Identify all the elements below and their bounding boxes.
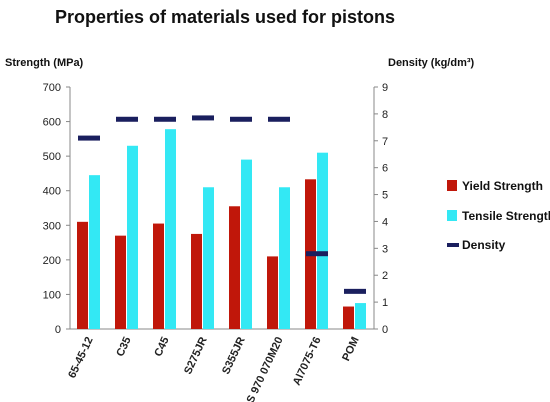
bar-yield-strength bbox=[115, 235, 126, 329]
legend-swatch bbox=[447, 243, 459, 247]
density-marker bbox=[306, 251, 328, 257]
bar-yield-strength bbox=[77, 221, 88, 329]
legend: Yield Strength Tensile Strength Density bbox=[447, 179, 550, 252]
right-tick-label: 6 bbox=[382, 163, 388, 175]
legend-label: Tensile Strength bbox=[462, 209, 550, 223]
left-axis-title: Strength (MPa) bbox=[5, 57, 84, 69]
x-tick-label: POM bbox=[340, 335, 361, 363]
right-tick-label: 1 bbox=[382, 297, 388, 309]
x-tick-label: C35 bbox=[114, 335, 133, 358]
density-marker bbox=[192, 115, 214, 121]
left-tick-label: 200 bbox=[43, 255, 61, 267]
right-tick-label: 5 bbox=[382, 190, 388, 202]
bar-tensile-strength bbox=[203, 187, 214, 329]
bar-tensile-strength bbox=[89, 175, 100, 329]
density-marker bbox=[230, 116, 252, 122]
left-tick-label: 100 bbox=[43, 289, 61, 301]
right-tick-label: 4 bbox=[382, 216, 388, 228]
legend-swatch bbox=[447, 210, 457, 221]
legend-swatch bbox=[447, 180, 457, 191]
x-tick-label: C45 bbox=[152, 335, 171, 358]
density-marker bbox=[268, 116, 290, 122]
right-tick-label: 3 bbox=[382, 243, 388, 255]
x-tick-label: 65-45-12 bbox=[66, 335, 95, 380]
legend-label: Yield Strength bbox=[462, 179, 543, 193]
right-tick-label: 9 bbox=[382, 82, 388, 94]
right-tick-label: 8 bbox=[382, 109, 388, 121]
legend-label: Density bbox=[462, 238, 506, 252]
left-tick-label: 600 bbox=[43, 117, 61, 129]
x-tick-label: BS 970 070M20 bbox=[241, 335, 285, 402]
bar-tensile-strength bbox=[317, 152, 328, 329]
left-tick-label: 300 bbox=[43, 220, 61, 232]
density-marker bbox=[116, 116, 138, 122]
right-tick-label: 7 bbox=[382, 136, 388, 148]
left-tick-label: 500 bbox=[43, 151, 61, 163]
right-tick-label: 2 bbox=[382, 270, 388, 282]
left-tick-label: 400 bbox=[43, 186, 61, 198]
right-axis-title: Density (kg/dm³) bbox=[388, 57, 475, 69]
bar-tensile-strength bbox=[355, 303, 366, 329]
chart-title: Properties of materials used for pistons bbox=[55, 7, 395, 27]
bar-tensile-strength bbox=[127, 145, 138, 329]
right-tick-label: 0 bbox=[382, 324, 388, 336]
x-tick-label: Al7075-T6 bbox=[291, 335, 324, 387]
density-marker bbox=[344, 288, 366, 294]
left-tick-label: 0 bbox=[55, 324, 61, 336]
bar-yield-strength bbox=[343, 306, 354, 329]
bar-yield-strength bbox=[153, 223, 164, 329]
bar-tensile-strength bbox=[279, 187, 290, 329]
x-tick-label: S275JR bbox=[182, 335, 210, 376]
bar-yield-strength bbox=[191, 233, 202, 329]
density-marker bbox=[154, 116, 176, 122]
bar-yield-strength bbox=[229, 206, 240, 329]
bar-tensile-strength bbox=[165, 129, 176, 329]
plot-area: 0 100 200 300 400 500 600 700 0 1 2 3 4 5 6 7 8 9 65-45-12… bbox=[43, 82, 388, 402]
density-marker bbox=[78, 135, 100, 141]
bar-tensile-strength bbox=[241, 159, 252, 329]
left-tick-label: 700 bbox=[43, 82, 61, 94]
x-tick-label: S355JR bbox=[220, 335, 248, 376]
bar-yield-strength bbox=[267, 256, 278, 329]
